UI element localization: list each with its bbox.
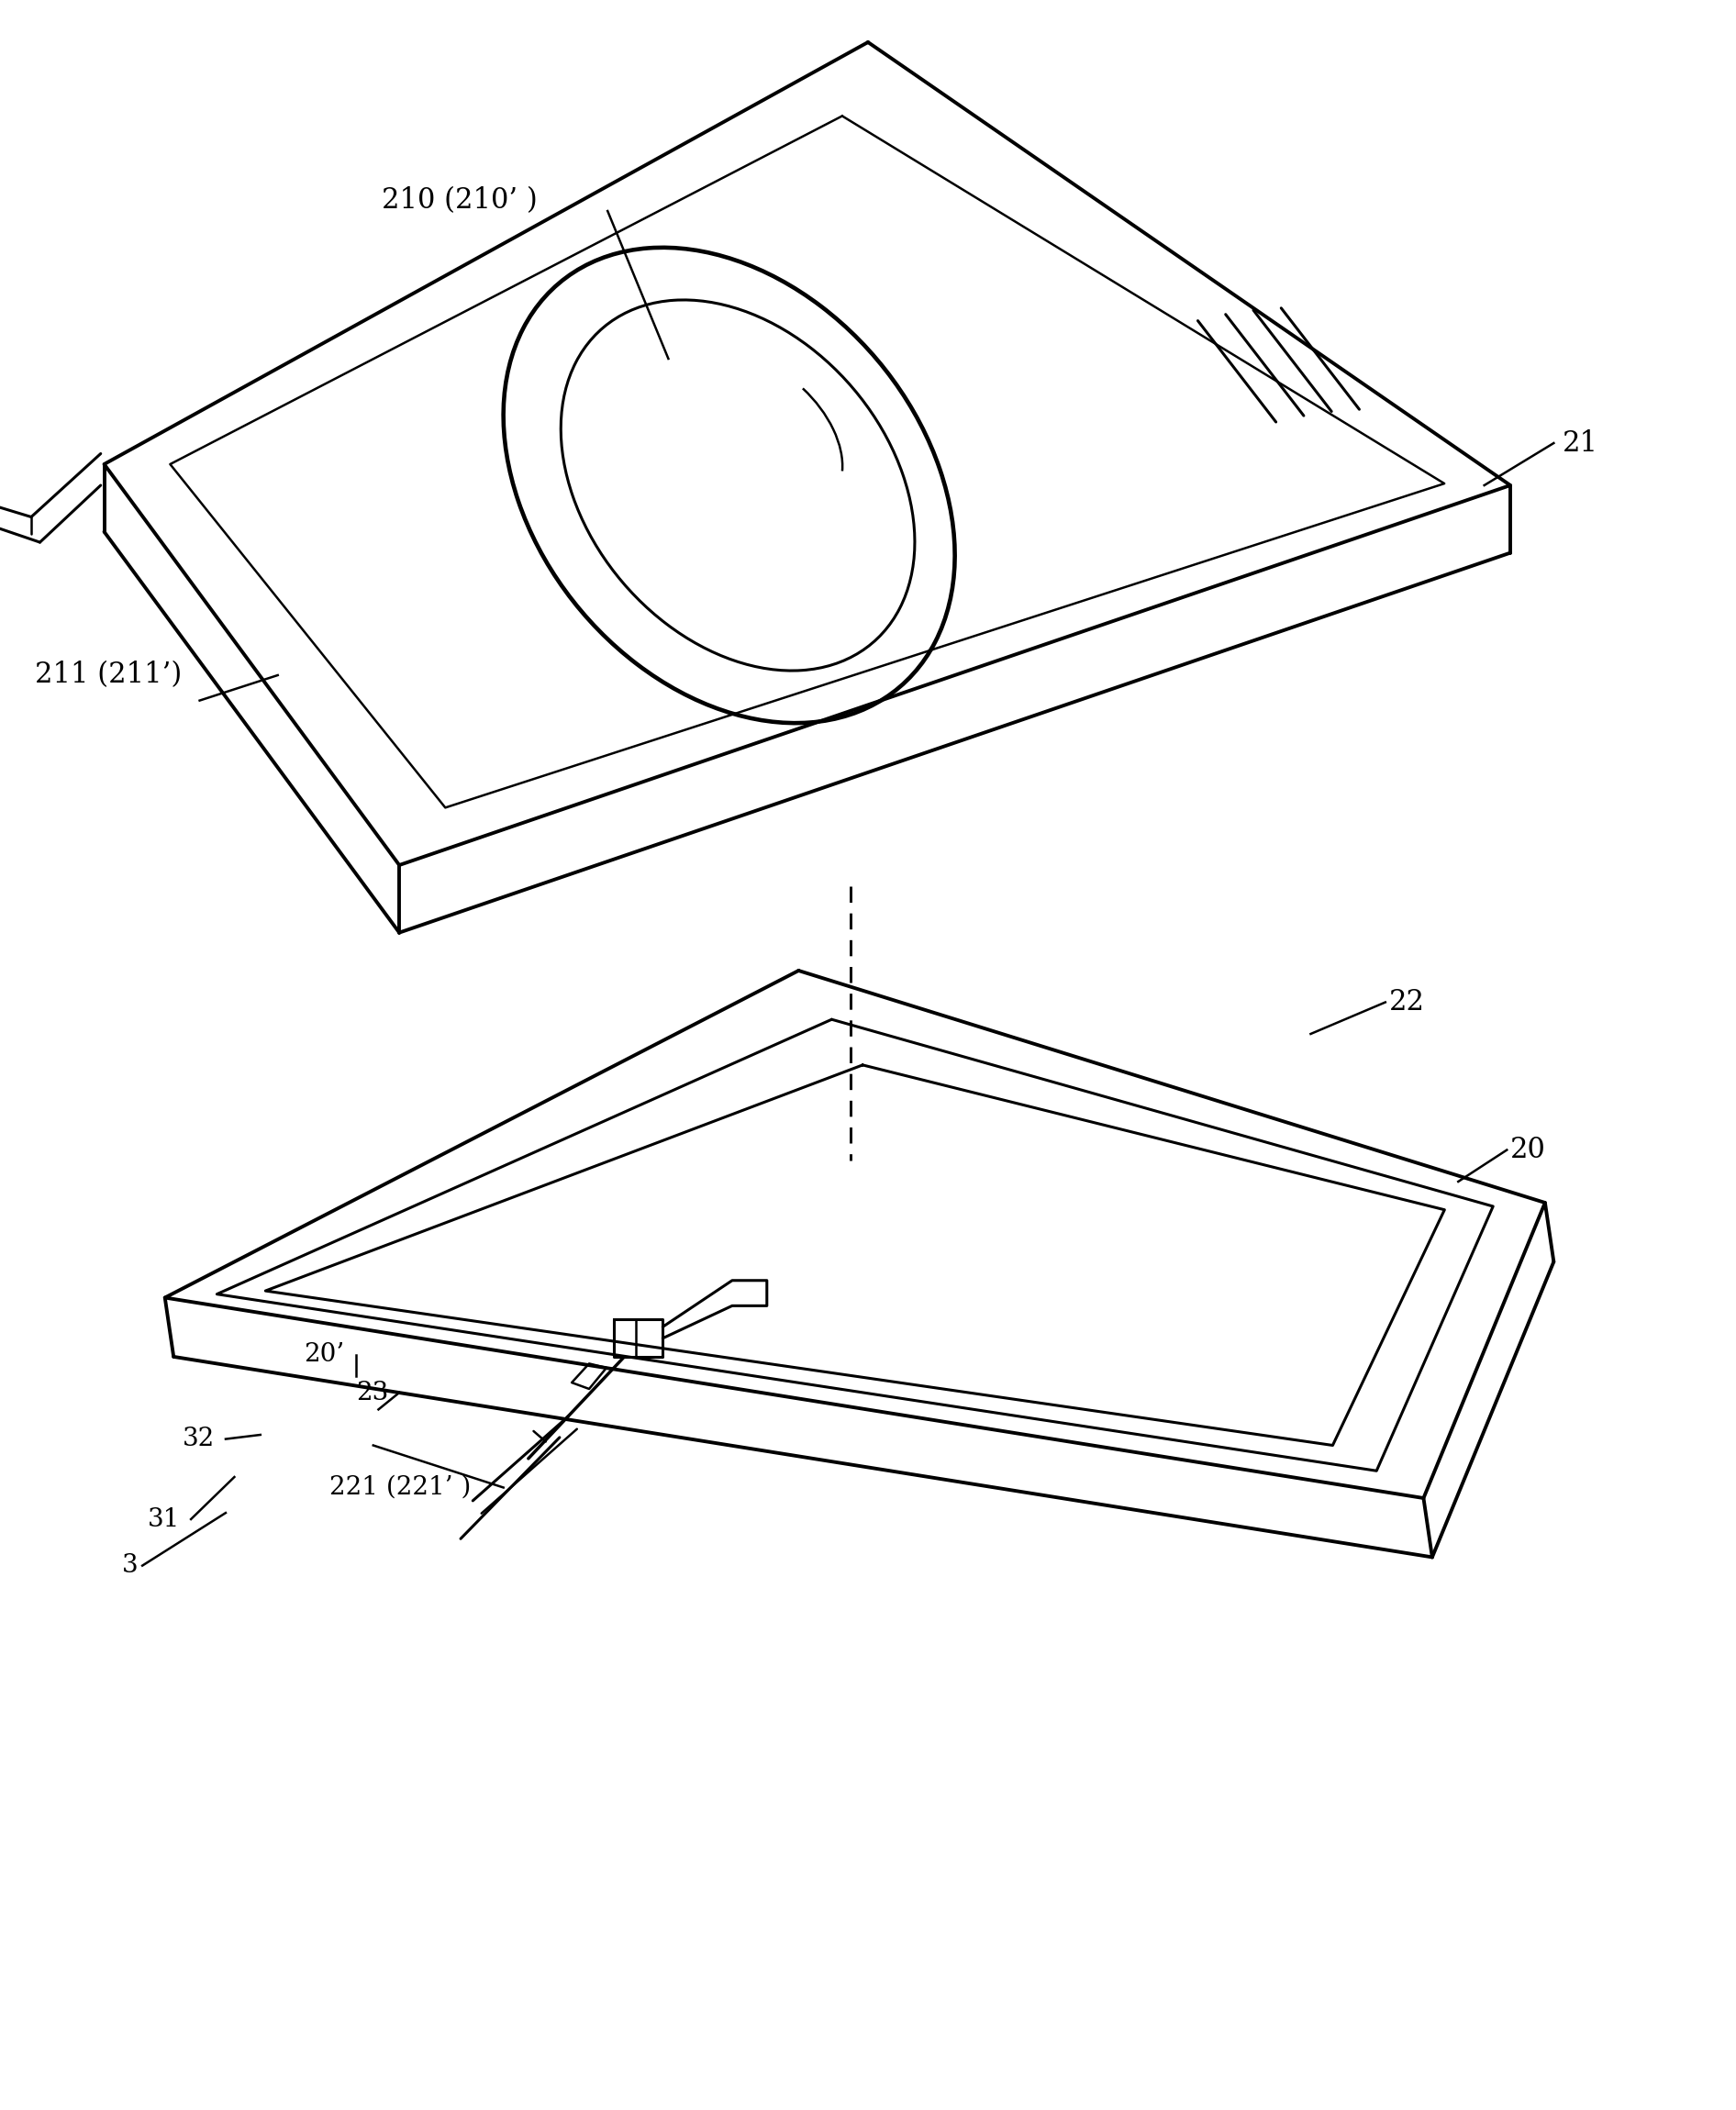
Text: 21: 21 (1562, 428, 1599, 458)
Text: 31: 31 (148, 1507, 181, 1532)
Text: 221 (221’ ): 221 (221’ ) (330, 1475, 472, 1500)
Text: 3: 3 (122, 1553, 137, 1578)
Text: 210 (210’ ): 210 (210’ ) (382, 186, 538, 215)
Text: 20’: 20’ (304, 1342, 344, 1367)
Text: 211 (211’): 211 (211’) (35, 660, 182, 690)
Text: 23: 23 (356, 1380, 389, 1405)
Text: 22: 22 (1389, 987, 1425, 1017)
Text: 32: 32 (182, 1426, 215, 1452)
Text: 20: 20 (1510, 1135, 1547, 1165)
